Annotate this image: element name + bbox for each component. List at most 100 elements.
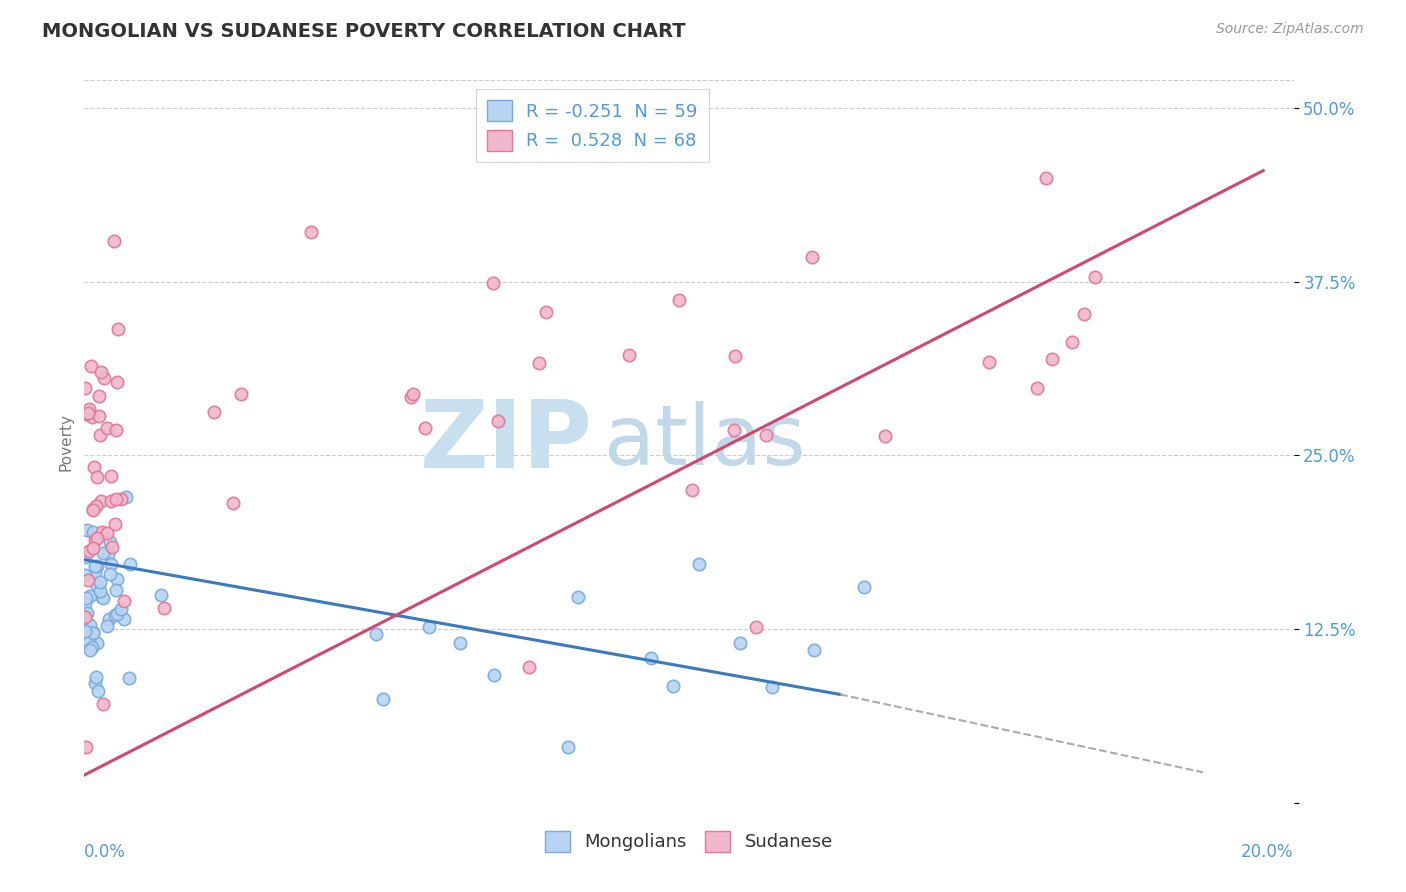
Point	[77, 544, 100, 558]
Point	[79, 634, 101, 648]
Point	[534, 304, 557, 318]
Point	[668, 293, 690, 308]
Point	[98, 534, 121, 549]
Point	[97, 547, 120, 561]
Point	[299, 226, 322, 240]
Point	[75, 740, 97, 755]
Legend: Mongolians, Sudanese: Mongolians, Sudanese	[537, 823, 841, 859]
Point	[110, 491, 132, 506]
Point	[82, 524, 104, 539]
Point	[486, 414, 509, 428]
Point	[482, 668, 505, 682]
Point	[77, 402, 100, 417]
Point	[730, 635, 752, 649]
Point	[77, 573, 100, 587]
Point	[100, 558, 122, 572]
Point	[723, 423, 745, 437]
Point	[229, 387, 252, 401]
Point	[96, 619, 118, 633]
Point	[800, 250, 823, 264]
Point	[100, 494, 122, 508]
Point	[413, 421, 436, 435]
Point	[803, 643, 825, 657]
Point	[104, 608, 127, 623]
Point	[73, 568, 96, 582]
Point	[80, 640, 103, 654]
Point	[222, 496, 245, 510]
Point	[107, 321, 129, 335]
Point	[1073, 307, 1095, 321]
Point	[640, 650, 662, 665]
Point	[73, 549, 96, 564]
Point	[73, 597, 96, 611]
Y-axis label: Poverty: Poverty	[58, 412, 73, 471]
Text: Source: ZipAtlas.com: Source: ZipAtlas.com	[1216, 22, 1364, 37]
Point	[83, 565, 105, 579]
Point	[96, 525, 118, 540]
Point	[104, 423, 127, 437]
Point	[87, 389, 110, 403]
Point	[89, 583, 111, 598]
Point	[82, 501, 104, 516]
Point	[724, 349, 747, 363]
Point	[153, 600, 176, 615]
Point	[366, 627, 388, 641]
Point	[86, 579, 108, 593]
Text: MONGOLIAN VS SUDANESE POVERTY CORRELATION CHART: MONGOLIAN VS SUDANESE POVERTY CORRELATIO…	[42, 22, 686, 41]
Point	[83, 460, 105, 475]
Point	[112, 593, 135, 607]
Point	[89, 409, 111, 424]
Point	[977, 355, 1000, 369]
Point	[1035, 170, 1057, 185]
Point	[90, 365, 112, 379]
Point	[83, 558, 105, 573]
Point	[373, 691, 395, 706]
Point	[98, 612, 121, 626]
Point	[80, 410, 103, 425]
Point	[105, 572, 128, 586]
Point	[105, 582, 128, 597]
Point	[118, 558, 141, 572]
Point	[82, 541, 104, 555]
Point	[567, 590, 589, 604]
Point	[118, 671, 141, 685]
Point	[75, 615, 97, 630]
Point	[91, 546, 114, 560]
Point	[98, 566, 121, 581]
Text: 20.0%: 20.0%	[1241, 843, 1294, 861]
Point	[745, 620, 768, 634]
Point	[449, 635, 471, 649]
Point	[755, 427, 778, 442]
Point	[90, 524, 112, 539]
Point	[91, 591, 114, 605]
Point	[104, 517, 127, 532]
Point	[84, 499, 107, 513]
Point	[105, 375, 128, 389]
Point	[76, 406, 98, 420]
Point	[688, 557, 710, 571]
Point	[90, 493, 112, 508]
Point	[84, 670, 107, 684]
Point	[86, 636, 108, 650]
Point	[75, 408, 97, 422]
Point	[73, 381, 96, 395]
Point	[853, 580, 876, 594]
Point	[79, 589, 101, 603]
Point	[91, 698, 114, 712]
Point	[202, 405, 225, 419]
Point	[681, 483, 703, 498]
Point	[76, 606, 98, 620]
Point	[89, 574, 111, 589]
Point	[93, 371, 115, 385]
Point	[529, 356, 551, 370]
Point	[399, 390, 422, 404]
Point	[115, 490, 138, 504]
Point	[1025, 381, 1047, 395]
Text: ZIP: ZIP	[419, 395, 592, 488]
Point	[1062, 335, 1084, 350]
Point	[79, 617, 101, 632]
Point	[86, 469, 108, 483]
Point	[91, 590, 114, 604]
Point	[619, 348, 641, 362]
Point	[82, 625, 104, 640]
